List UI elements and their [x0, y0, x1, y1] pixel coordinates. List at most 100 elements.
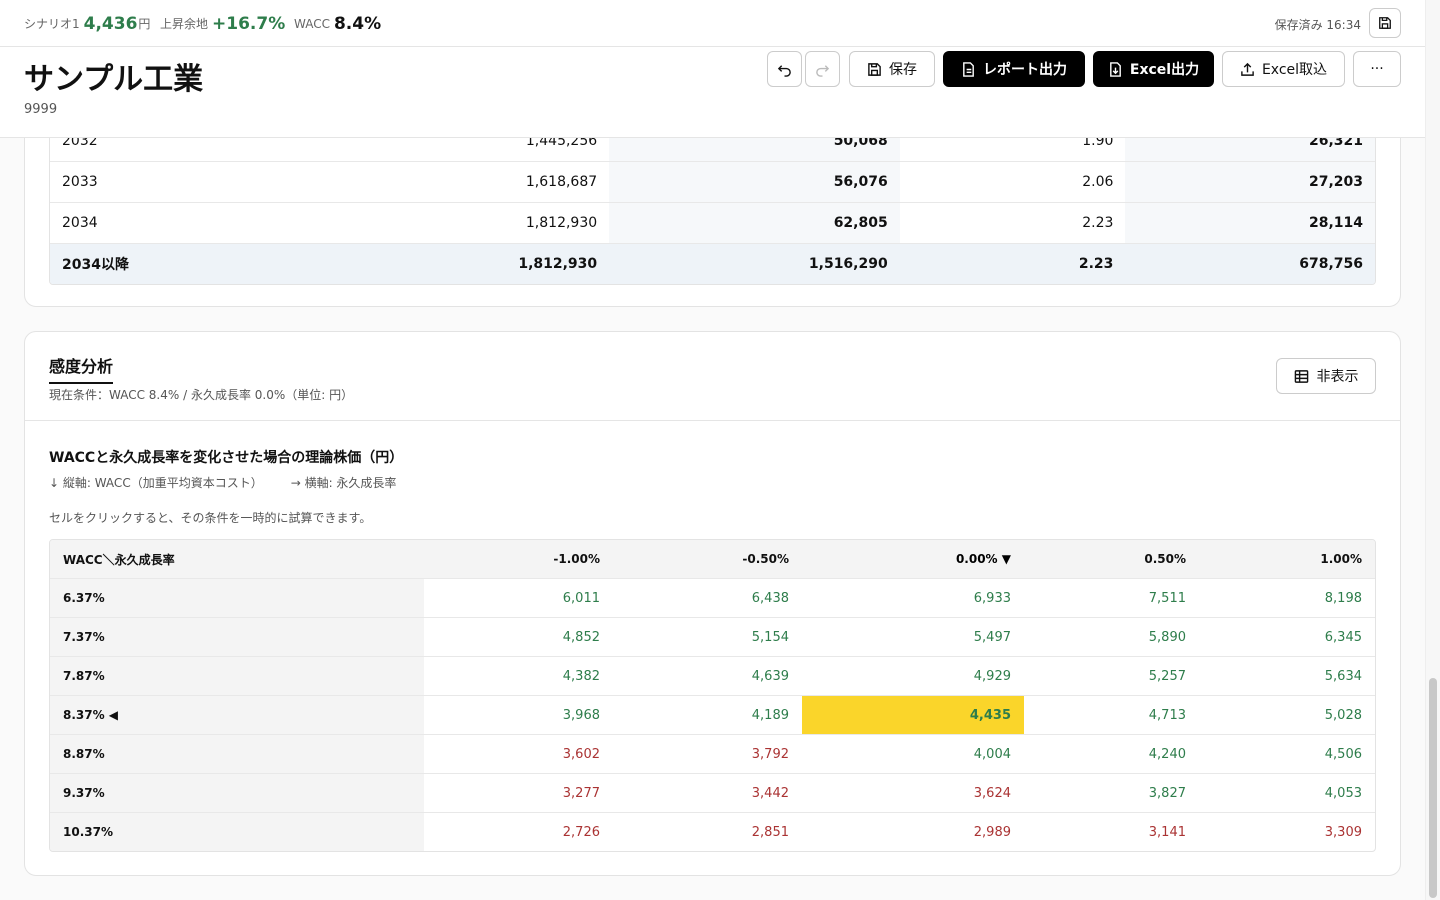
matrix-cell[interactable]: 3,827 — [1148, 785, 1186, 801]
excel-import-button[interactable]: Excel取込 — [1222, 51, 1345, 87]
scenario-label: シナリオ1 — [24, 17, 80, 31]
fcf-cell: 1,812,930 — [518, 256, 598, 272]
matrix-cell[interactable]: 8,198 — [1324, 590, 1362, 606]
pv-cell: 56,076 — [609, 162, 900, 202]
scrollbar-track[interactable] — [1425, 0, 1440, 900]
table-icon — [1294, 369, 1308, 383]
matrix-cell[interactable]: 3,624 — [973, 785, 1011, 801]
wacc-row-label: 10.37% — [50, 813, 424, 851]
matrix-cell[interactable]: 6,438 — [751, 590, 789, 606]
fcf-cell: 1,618,687 — [525, 174, 598, 190]
matrix-hint: セルをクリックすると、その条件を一時的に試算できます。 — [49, 511, 372, 525]
save-button[interactable]: 保存 — [849, 51, 935, 87]
matrix-cell[interactable]: 5,154 — [751, 629, 789, 645]
quick-save-button[interactable] — [1369, 8, 1401, 38]
df-cell: 2.23 — [1078, 256, 1114, 272]
matrix-cell[interactable]: 3,792 — [751, 746, 789, 762]
horizontal-axis-label: → 横軸: 永久成長率 — [290, 476, 397, 490]
more-icon: ··· — [1370, 61, 1384, 77]
matrix-cell-current[interactable]: 4,435 — [802, 696, 1024, 734]
matrix-cell[interactable]: 4,506 — [1324, 746, 1362, 762]
sensitivity-title: 感度分析 — [49, 353, 114, 384]
document-icon — [963, 61, 974, 77]
scenario-value: 4,436 — [83, 13, 138, 34]
dcf-table: 2032 1,445,256 50,068 1.90 26,321 2033 1… — [49, 119, 1376, 285]
matrix-row: 6.37% 6,011 6,438 6,933 7,511 8,198 — [50, 578, 1375, 617]
matrix-row: 8.87% 3,602 3,792 4,004 4,240 4,506 — [50, 734, 1375, 773]
column-header[interactable]: 1.00% — [1320, 552, 1362, 566]
matrix-cell[interactable]: 3,602 — [562, 746, 600, 762]
column-header[interactable]: 0.50% — [1144, 552, 1186, 566]
page-header: サンプル工業 9999 保存 レポート出力 Excel出力 Excel取込 ··… — [0, 47, 1425, 138]
matrix-cell[interactable]: 6,345 — [1324, 629, 1362, 645]
matrix-row: 7.87% 4,382 4,639 4,929 5,257 5,634 — [50, 656, 1375, 695]
wacc-label: WACC — [294, 16, 330, 31]
sensitivity-matrix: WACC＼永久成長率 -1.00% -0.50% 0.00% ▼ 0.50% 1… — [49, 539, 1376, 852]
matrix-cell[interactable]: 4,382 — [562, 668, 600, 684]
stock-code: 9999 — [24, 102, 58, 117]
matrix-cell[interactable]: 2,851 — [751, 824, 789, 840]
column-header-current[interactable]: 0.00% ▼ — [955, 552, 1011, 566]
undo-button[interactable] — [767, 51, 802, 87]
matrix-cell[interactable]: 4,053 — [1324, 785, 1362, 801]
wacc-row-label: 7.87% — [50, 657, 424, 695]
matrix-cell[interactable]: 4,713 — [1148, 707, 1186, 723]
matrix-cell[interactable]: 3,309 — [1324, 824, 1362, 840]
matrix-cell[interactable]: 3,141 — [1148, 824, 1186, 840]
matrix-cell[interactable]: 4,004 — [973, 746, 1011, 762]
corner-label: WACC＼永久成長率 — [50, 540, 424, 578]
wacc-row-label: 6.37% — [50, 579, 424, 617]
saved-status: 保存済み 16:34 — [1274, 18, 1361, 32]
matrix-cell[interactable]: 3,277 — [562, 785, 600, 801]
sensitivity-subtitle: 現在条件：WACC 8.4% / 永久成長率 0.0%（単位: 円） — [49, 388, 354, 402]
matrix-cell[interactable]: 5,028 — [1324, 707, 1362, 723]
column-header[interactable]: -0.50% — [742, 552, 789, 566]
matrix-cell[interactable]: 2,989 — [973, 824, 1011, 840]
pv-cell: 1,516,290 — [609, 244, 900, 284]
matrix-cell[interactable]: 7,511 — [1148, 590, 1186, 606]
df-cell: 2.23 — [1082, 215, 1114, 231]
hide-button-label: 非表示 — [1316, 369, 1359, 385]
excel-export-label: Excel出力 — [1129, 62, 1200, 78]
matrix-row: 7.37% 4,852 5,154 5,497 5,890 6,345 — [50, 617, 1375, 656]
column-header[interactable]: -1.00% — [553, 552, 600, 566]
scenario-price: シナリオ1 4,436 円 — [24, 0, 150, 47]
sensitivity-card: 感度分析 現在条件：WACC 8.4% / 永久成長率 0.0%（単位: 円） … — [24, 331, 1401, 876]
excel-export-button[interactable]: Excel出力 — [1093, 51, 1214, 87]
matrix-cell[interactable]: 2,726 — [562, 824, 600, 840]
redo-button[interactable] — [805, 51, 840, 87]
scrollbar-thumb[interactable] — [1429, 678, 1437, 898]
axis-legend: ↓ 縦軸: WACC（加重平均資本コスト） → 横軸: 永久成長率 — [49, 474, 396, 491]
matrix-cell[interactable]: 4,929 — [973, 668, 1011, 684]
matrix-cell[interactable]: 5,634 — [1324, 668, 1362, 684]
matrix-cell[interactable]: 4,240 — [1148, 746, 1186, 762]
matrix-cell[interactable]: 4,852 — [562, 629, 600, 645]
wacc-row-label: 8.37% ◀ — [50, 696, 424, 734]
pv2-cell: 27,203 — [1125, 162, 1375, 202]
matrix-cell[interactable]: 5,257 — [1148, 668, 1186, 684]
more-menu-button[interactable]: ··· — [1353, 51, 1401, 87]
floppy-disk-icon — [868, 62, 881, 76]
matrix-cell[interactable]: 5,890 — [1148, 629, 1186, 645]
year-cell: 2033 — [62, 174, 98, 190]
vertical-axis-label: ↓ 縦軸: WACC（加重平均資本コスト） — [49, 476, 263, 490]
matrix-cell[interactable]: 3,442 — [751, 785, 789, 801]
matrix-cell[interactable]: 5,497 — [973, 629, 1011, 645]
upload-icon — [1241, 62, 1254, 76]
report-export-button[interactable]: レポート出力 — [943, 51, 1085, 87]
df-cell: 2.06 — [1082, 174, 1114, 190]
matrix-cell[interactable]: 6,011 — [562, 590, 600, 606]
matrix-cell[interactable]: 3,968 — [562, 707, 600, 723]
pv2-cell: 28,114 — [1125, 203, 1375, 243]
upside-label: 上昇余地 — [160, 17, 209, 31]
matrix-cell[interactable]: 6,933 — [973, 590, 1011, 606]
matrix-cell[interactable]: 4,639 — [751, 668, 789, 684]
matrix-cell[interactable]: 4,189 — [751, 707, 789, 723]
pv2-cell: 678,756 — [1125, 244, 1375, 284]
table-row: 2034 1,812,930 62,805 2.23 28,114 — [50, 202, 1375, 243]
matrix-row: 8.37% ◀ 3,968 4,189 4,435 4,713 5,028 — [50, 695, 1375, 734]
matrix-header-row: WACC＼永久成長率 -1.00% -0.50% 0.00% ▼ 0.50% 1… — [50, 540, 1375, 578]
wacc-row-label: 8.87% — [50, 735, 424, 773]
excel-import-label: Excel取込 — [1261, 62, 1328, 78]
hide-button[interactable]: 非表示 — [1276, 358, 1376, 394]
